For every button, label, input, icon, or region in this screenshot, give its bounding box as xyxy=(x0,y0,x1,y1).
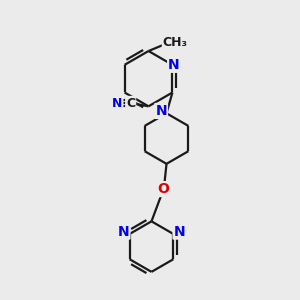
Text: N: N xyxy=(168,58,180,72)
Text: C: C xyxy=(126,97,135,110)
Text: N: N xyxy=(173,225,185,238)
Text: CH₃: CH₃ xyxy=(163,36,188,49)
Text: N: N xyxy=(118,225,130,238)
Text: N: N xyxy=(155,104,167,118)
Text: N: N xyxy=(112,97,122,110)
Text: O: O xyxy=(158,182,169,196)
